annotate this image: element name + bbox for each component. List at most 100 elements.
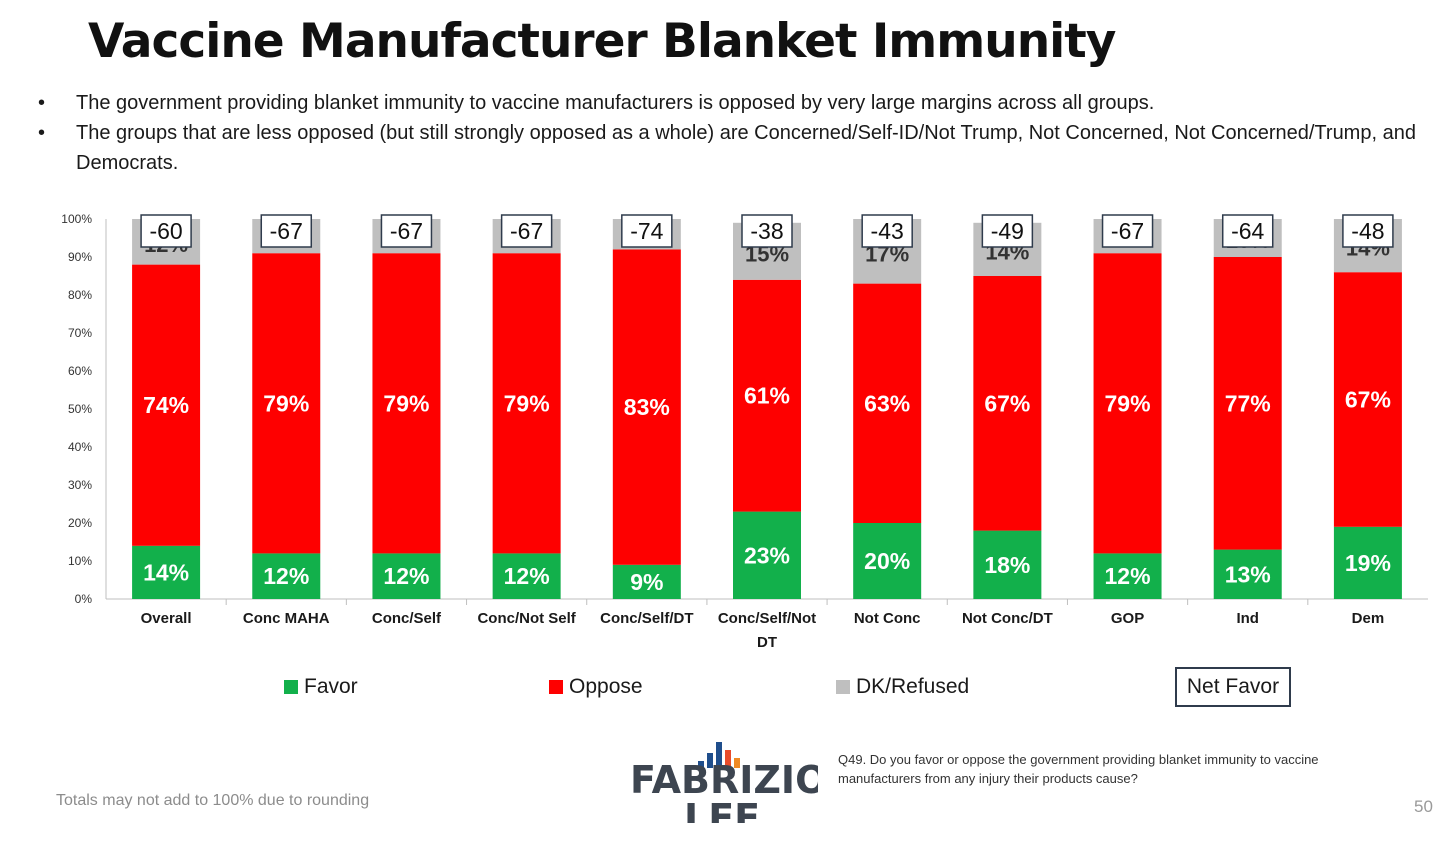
x-category-label: GOP (1111, 610, 1144, 627)
bar-oppose (612, 249, 681, 565)
bar-favor (492, 553, 561, 599)
data-label-favor: 19% (1345, 550, 1391, 576)
question-text: Q49. Do you favor or oppose the governme… (838, 752, 1319, 786)
data-label-oppose: 67% (984, 390, 1030, 416)
bar-favor (132, 545, 201, 599)
bullet-item: The government providing blanket immunit… (36, 88, 1416, 118)
data-label-favor: 23% (744, 542, 790, 568)
logo-bars-icon (698, 742, 740, 768)
net-favor-value: -48 (1351, 218, 1384, 244)
logo-wordmark-line2: LEE (684, 796, 761, 823)
bullet-item: The groups that are less opposed (but st… (36, 118, 1416, 178)
data-label-favor: 9% (630, 569, 663, 595)
bar-favor (372, 553, 441, 599)
x-category-label: Conc/Self/DT (600, 610, 693, 627)
net-favor-value: -67 (510, 218, 543, 244)
stacked-bar-chart: 0% 10% 20% 30% 40% 50% 60% 70% 80% 90% 100% 14% 74% 1… (61, 212, 1428, 651)
net-favor-box (621, 214, 673, 248)
bar-oppose (1213, 257, 1282, 550)
fabrizio-lee-logo: FABRIZIO LEE (628, 738, 818, 823)
legend-oppose-swatch (549, 680, 563, 694)
net-favor-value: -43 (871, 218, 904, 244)
y-tick-label: 30% (68, 478, 92, 492)
x-category-label: Not Conc (854, 610, 921, 627)
x-category-label: DT (757, 634, 777, 651)
data-label-favor: 13% (1225, 561, 1271, 587)
bar-oppose (973, 276, 1042, 531)
cropped-source-line (56, 815, 376, 820)
y-tick-label: 90% (68, 250, 92, 264)
x-category-label: Conc MAHA (243, 610, 330, 627)
legend-favor: Favor (284, 672, 358, 702)
net-favor-box (380, 214, 433, 248)
data-label-favor: 14% (143, 559, 189, 585)
legend-net-favor: Net Favor (1175, 667, 1291, 707)
data-label-favor: 12% (383, 563, 429, 589)
net-favor-value: -64 (1231, 218, 1264, 244)
logo-wordmark: FABRIZIO (630, 758, 818, 802)
net-favor-value: -60 (149, 218, 182, 244)
bar-oppose (1093, 253, 1162, 554)
bar-oppose (132, 264, 201, 546)
net-favor-box (861, 214, 913, 248)
net-favor-value: -38 (750, 218, 783, 244)
net-favor-value: -49 (991, 218, 1024, 244)
bar-oppose (1333, 272, 1402, 527)
bar-favor (612, 564, 681, 599)
data-label-favor: 18% (984, 552, 1030, 578)
data-label-favor: 12% (504, 563, 550, 589)
net-favor-value: -67 (390, 218, 423, 244)
legend-dk-swatch (836, 680, 850, 694)
x-category-label: Conc/Self (372, 610, 442, 627)
data-label-oppose: 79% (383, 390, 429, 416)
x-category-label: Dem (1352, 610, 1385, 627)
legend-favor-swatch (284, 680, 298, 694)
bar-favor (853, 523, 922, 599)
bar-favor (1213, 549, 1282, 599)
data-label-oppose: 79% (1105, 390, 1151, 416)
data-label-favor: 12% (1105, 563, 1151, 589)
legend-dk: DK/Refused (836, 672, 969, 702)
net-favor-box (981, 214, 1034, 248)
y-tick-label: 70% (68, 326, 92, 340)
data-label-oppose: 61% (744, 383, 790, 409)
net-favor-box (500, 214, 553, 248)
x-category-label: Not Conc/DT (962, 610, 1053, 627)
bar-oppose (853, 283, 922, 523)
legend-dk-label: DK/Refused (856, 675, 970, 698)
bar-favor (973, 530, 1042, 599)
legend-oppose: Oppose (549, 672, 643, 702)
bullet-list: The government providing blanket immunit… (36, 88, 1416, 178)
y-tick-label: 50% (68, 402, 92, 416)
x-category-label: Conc/Self/Not (718, 610, 816, 627)
y-tick-label: 20% (68, 516, 92, 530)
y-tick-label: 60% (68, 364, 92, 378)
bar-oppose (733, 279, 801, 512)
data-label-oppose: 83% (624, 394, 670, 420)
bar-favor (252, 553, 321, 599)
net-favor-box (1342, 214, 1394, 248)
data-label-oppose: 79% (263, 390, 309, 416)
x-category-label: Conc/Not Self (477, 610, 576, 627)
bar-favor (1093, 553, 1162, 599)
x-category-label: Overall (141, 610, 192, 627)
bar-oppose (372, 253, 441, 554)
y-tick-label: 0% (75, 592, 93, 606)
data-label-oppose: 74% (143, 392, 189, 418)
bar-favor (1333, 526, 1402, 599)
legend-oppose-label: Oppose (569, 675, 643, 698)
net-favor-box (1221, 214, 1274, 248)
bar-favor (733, 511, 801, 599)
net-favor-box (260, 214, 313, 248)
net-favor-value: -74 (630, 218, 663, 244)
data-label-oppose: 63% (864, 390, 910, 416)
data-label-oppose: 77% (1225, 390, 1271, 416)
page-number: 50 (1414, 797, 1433, 816)
y-tick-label: 10% (68, 554, 92, 568)
data-label-oppose: 79% (504, 390, 550, 416)
data-label-oppose: 67% (1345, 387, 1391, 413)
footnote: Totals may not add to 100% due to roundi… (56, 792, 370, 809)
legend-favor-label: Favor (304, 675, 358, 698)
net-favor-value: -67 (1111, 218, 1144, 244)
slide-title: Vaccine Manufacturer Blanket Immunity (88, 14, 1116, 69)
